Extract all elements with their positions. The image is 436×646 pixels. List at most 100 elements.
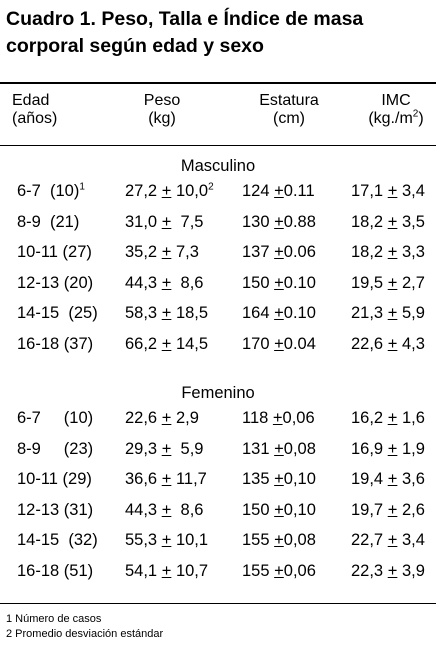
- cell-edad: 14-15 (32): [17, 531, 98, 549]
- table-row: 6-7 (10)1 27,2 + 10,02 124 +0.11 17,1 + 3,4: [0, 179, 436, 203]
- table-row: 8-9 (23) 29,3 + 5,9 131 +0,08 16,9 + 1,9: [0, 437, 436, 461]
- plus-minus: +: [274, 182, 284, 200]
- cell-imc: 19,7 + 2,6: [351, 501, 425, 519]
- plus-minus: +: [387, 213, 398, 231]
- cell-edad: 6-7 (10): [17, 409, 94, 427]
- plus-minus: +: [161, 335, 172, 353]
- plus-minus: +: [274, 304, 284, 322]
- cell-edad: 14-15 (25): [17, 304, 98, 322]
- cell-peso: 27,2 + 10,02: [125, 181, 214, 200]
- plus-minus: +: [387, 335, 398, 353]
- table-row: 10-11 (27) 35,2 + 7,3 137 +0.06 18,2 + 3,3: [0, 240, 436, 264]
- cell-peso: 54,1 + 10,7: [125, 562, 209, 580]
- plus-minus: +: [161, 501, 172, 519]
- title-line-2: corporal según edad y sexo: [6, 35, 264, 57]
- header-rule: [0, 145, 436, 146]
- plus-minus: +: [387, 304, 398, 322]
- header-edad: Edad (años): [12, 92, 58, 127]
- plus-minus: +: [274, 243, 284, 261]
- cell-imc: 22,6 + 4,3: [351, 335, 425, 353]
- cell-edad: 12-13 (31): [17, 501, 94, 519]
- cell-estatura: 155 +0,08: [242, 531, 316, 549]
- top-rule: [0, 82, 436, 84]
- plus-minus: +: [274, 335, 284, 353]
- plus-minus: +: [161, 243, 172, 261]
- plus-minus: +: [387, 440, 398, 458]
- cell-imc: 16,9 + 1,9: [351, 440, 425, 458]
- group-label: Masculino: [180, 157, 256, 175]
- plus-minus: +: [161, 531, 172, 549]
- plus-minus: +: [387, 501, 398, 519]
- cell-edad: 10-11 (27): [17, 243, 92, 261]
- cell-imc: 18,2 + 3,5: [351, 213, 425, 231]
- footnote-2: 2 Promedio desviación estándar: [6, 628, 164, 640]
- plus-minus: +: [387, 562, 398, 580]
- plus-minus: +: [387, 182, 398, 200]
- cell-peso: 36,6 + 11,7: [125, 470, 207, 488]
- cell-edad: 8-9 (23): [17, 440, 94, 458]
- header-peso: Peso (kg): [143, 92, 181, 127]
- cell-estatura: 124 +0.11: [242, 182, 315, 200]
- cell-estatura: 131 +0,08: [242, 440, 316, 458]
- cell-estatura: 155 +0,06: [242, 562, 316, 580]
- bottom-rule: [0, 603, 436, 604]
- plus-minus: +: [274, 440, 284, 458]
- plus-minus: +: [274, 562, 284, 580]
- footnote-mark: 2: [208, 181, 214, 193]
- cell-imc: 17,1 + 3,4: [351, 182, 425, 200]
- plus-minus: +: [387, 531, 398, 549]
- plus-minus: +: [274, 470, 284, 488]
- cell-estatura: 164 +0.10: [242, 304, 316, 322]
- cell-peso: 44,3 + 8,6: [125, 274, 204, 292]
- cell-peso: 35,2 + 7,3: [125, 243, 199, 261]
- cell-imc: 19,5 + 2,7: [351, 274, 425, 292]
- plus-minus: +: [161, 182, 172, 200]
- cell-estatura: 137 +0.06: [242, 243, 316, 261]
- title-line-1: Cuadro 1. Peso, Talla e Índice de masa: [6, 8, 364, 30]
- cell-estatura: 170 +0.04: [242, 335, 316, 353]
- table-row: 16-18 (51) 54,1 + 10,7 155 +0,06 22,3 + 3,9: [0, 559, 436, 583]
- table-row: 12-13 (31) 44,3 + 8,6 150 +0,10 19,7 + 2,6: [0, 498, 436, 522]
- cell-peso: 58,3 + 18,5: [125, 304, 209, 322]
- header-estatura: Estatura (cm): [259, 92, 319, 127]
- cell-edad: 10-11 (29): [17, 470, 92, 488]
- plus-minus: +: [274, 274, 284, 292]
- table-row: 12-13 (20) 44,3 + 8,6 150 +0.10 19,5 + 2,7: [0, 271, 436, 295]
- plus-minus: +: [274, 501, 284, 519]
- cell-peso: 29,3 + 5,9: [125, 440, 204, 458]
- cell-peso: 55,3 + 10,1: [125, 531, 209, 549]
- footnote-1: 1 Número de casos: [6, 613, 102, 625]
- plus-minus: +: [387, 274, 398, 292]
- cell-peso: 22,6 + 2,9: [125, 409, 199, 427]
- table-row: 16-18 (37) 66,2 + 14,5 170 +0.04 22,6 + 4,3: [0, 332, 436, 356]
- plus-minus: +: [387, 243, 398, 261]
- table-row: 6-7 (10) 22,6 + 2,9 118 +0,06 16,2 + 1,6: [0, 406, 436, 430]
- cell-imc: 22,3 + 3,9: [351, 562, 425, 580]
- table-title: Cuadro 1. Peso, Talla e Índice de masa c…: [6, 6, 434, 60]
- cell-imc: 18,2 + 3,3: [351, 243, 425, 261]
- cell-edad: 8-9 (21): [17, 213, 80, 231]
- cell-estatura: 135 +0,10: [242, 470, 316, 488]
- cell-edad: 12-13 (20): [17, 274, 94, 292]
- table-row: 14-15 (25) 58,3 + 18,5 164 +0.10 21,3 + 5,9: [0, 301, 436, 325]
- plus-minus: +: [387, 409, 398, 427]
- group-label: Femenino: [181, 384, 255, 402]
- plus-minus: +: [161, 213, 172, 231]
- plus-minus: +: [161, 562, 172, 580]
- cell-imc: 22,7 + 3,4: [351, 531, 425, 549]
- footnote-mark: 1: [79, 181, 85, 193]
- plus-minus: +: [161, 409, 172, 427]
- plus-minus: +: [274, 213, 284, 231]
- table-row: 8-9 (21) 31,0 + 7,5 130 +0.88 18,2 + 3,5: [0, 210, 436, 234]
- cell-estatura: 118 +0,06: [242, 409, 315, 427]
- cell-estatura: 150 +0.10: [242, 274, 316, 292]
- table-row: 14-15 (32) 55,3 + 10,1 155 +0,08 22,7 + 3,4: [0, 528, 436, 552]
- plus-minus: +: [272, 409, 283, 427]
- cell-imc: 19,4 + 3,6: [351, 470, 425, 488]
- cell-edad: 6-7 (10)1: [17, 181, 85, 200]
- cell-estatura: 150 +0,10: [242, 501, 316, 519]
- cell-peso: 66,2 + 14,5: [125, 335, 209, 353]
- plus-minus: +: [161, 304, 172, 322]
- cell-imc: 16,2 + 1,6: [351, 409, 425, 427]
- header-imc: IMC (kg./m2): [368, 92, 424, 127]
